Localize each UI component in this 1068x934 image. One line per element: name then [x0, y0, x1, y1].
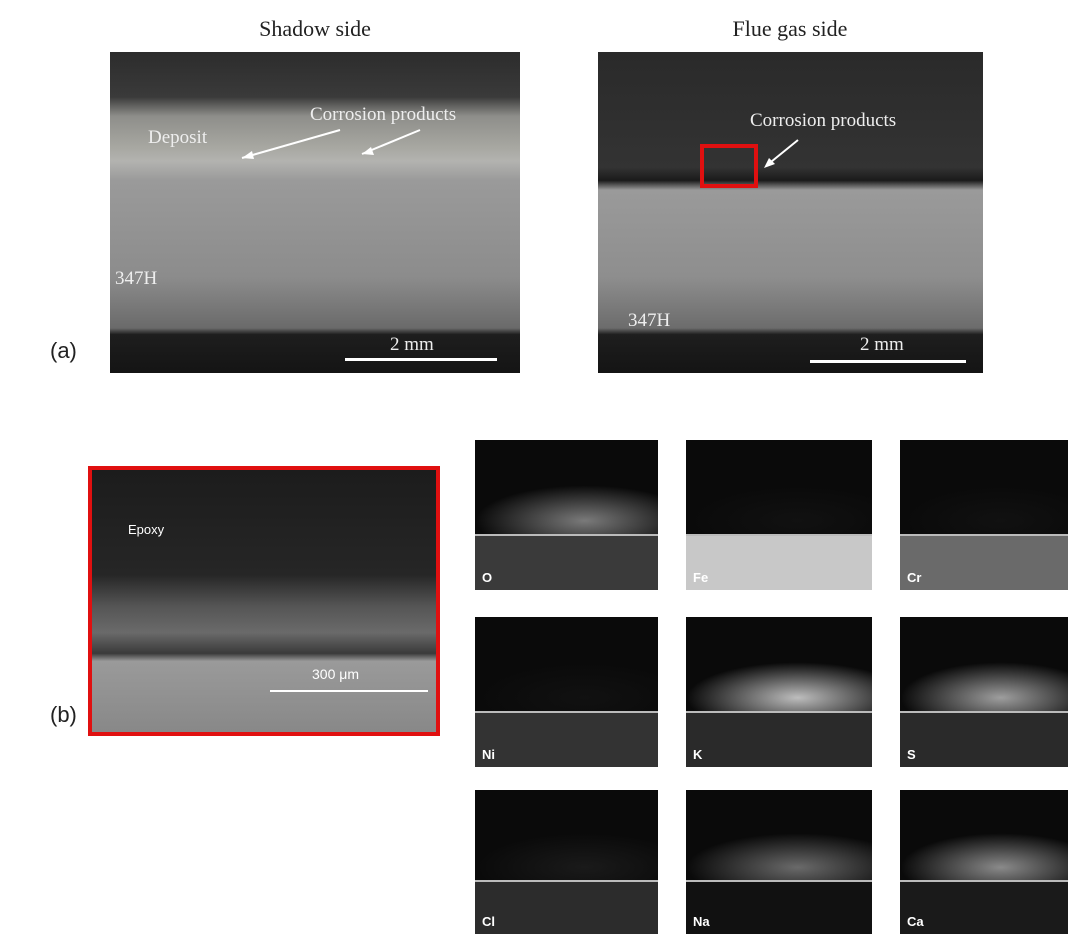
substrate	[900, 534, 1068, 590]
scale-bar	[345, 358, 497, 361]
material-label: 347H	[115, 268, 157, 290]
material-label: 347H	[628, 310, 670, 332]
deposit-signal	[475, 485, 658, 536]
deposit-signal	[900, 833, 1068, 882]
element-label: Na	[693, 914, 710, 929]
sem-image: Epoxy 300 μm	[88, 466, 440, 736]
element-map: Ca	[900, 790, 1068, 934]
element-label: O	[482, 570, 492, 585]
element-label: Fe	[693, 570, 708, 585]
substrate	[475, 880, 658, 934]
substrate	[686, 711, 872, 767]
scale-bar	[810, 360, 966, 363]
deposit-signal	[686, 662, 872, 713]
deposit-signal	[900, 662, 1068, 713]
image-title: Shadow side	[115, 16, 515, 42]
element-label: Cl	[482, 914, 495, 929]
element-map: Ni	[475, 617, 658, 767]
scale-bar-label: 300 μm	[312, 666, 359, 682]
deposit-signal	[900, 485, 1068, 536]
scale-bar	[270, 690, 428, 692]
substrate	[686, 880, 872, 934]
element-map: K	[686, 617, 872, 767]
element-label: S	[907, 747, 916, 762]
annotation: Epoxy	[128, 522, 164, 537]
scale-bar-label: 2 mm	[860, 334, 904, 356]
deposit-signal	[686, 485, 872, 536]
deposit-signal	[475, 833, 658, 882]
element-label: Ca	[907, 914, 924, 929]
micrograph: Corrosion products 347H 2 mm	[598, 52, 983, 373]
substrate	[475, 711, 658, 767]
element-map: Fe	[686, 440, 872, 590]
substrate	[900, 880, 1068, 934]
arrows	[110, 52, 520, 373]
image-title: Flue gas side	[590, 16, 990, 42]
scale-bar-label: 2 mm	[390, 334, 434, 356]
element-map: O	[475, 440, 658, 590]
deposit-signal	[686, 833, 872, 882]
panel-label: (a)	[50, 338, 77, 364]
substrate	[475, 534, 658, 590]
element-map: S	[900, 617, 1068, 767]
substrate	[686, 534, 872, 590]
substrate	[900, 711, 1068, 767]
element-label: Ni	[482, 747, 495, 762]
figure: Shadow side Flue gas side (a) Deposit Co…	[0, 0, 1068, 934]
element-map: Cr	[900, 440, 1068, 590]
micrograph: Deposit Corrosion products 347H 2 mm	[110, 52, 520, 373]
element-map: Na	[686, 790, 872, 934]
element-map: Cl	[475, 790, 658, 934]
deposit-signal	[475, 662, 658, 713]
panel-label: (b)	[50, 702, 77, 728]
element-label: Cr	[907, 570, 921, 585]
element-label: K	[693, 747, 702, 762]
